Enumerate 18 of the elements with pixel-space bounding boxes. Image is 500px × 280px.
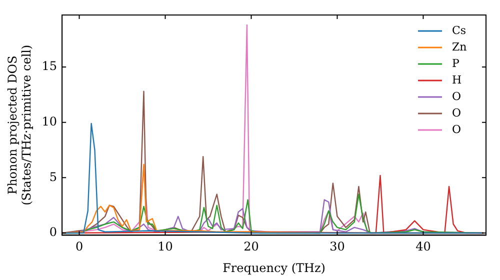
legend-label: P: [452, 56, 460, 70]
legend-label: Zn: [452, 40, 467, 54]
y-tick-label: 15: [42, 59, 58, 74]
x-tick-label: 20: [244, 240, 259, 254]
legend-label: O: [452, 106, 462, 120]
y-tick-label: 10: [42, 114, 58, 128]
x-tick-label: 30: [330, 240, 345, 254]
legend-label: O: [452, 90, 462, 103]
y-tick-label: 0: [49, 225, 58, 240]
legend-label: H: [452, 73, 462, 86]
legend-label: Cs: [452, 24, 466, 37]
x-tick-label: 10: [158, 240, 173, 254]
y-axis-title: Phonon projected DOS (States/THz·primitive cell): [5, 44, 34, 206]
x-axis-title: Frequency (THz): [222, 260, 326, 275]
legend-label: O: [452, 122, 462, 136]
x-tick-label: 40: [416, 240, 431, 254]
y-tick-label: 5: [49, 170, 58, 184]
x-tick-label: 0: [75, 240, 84, 254]
